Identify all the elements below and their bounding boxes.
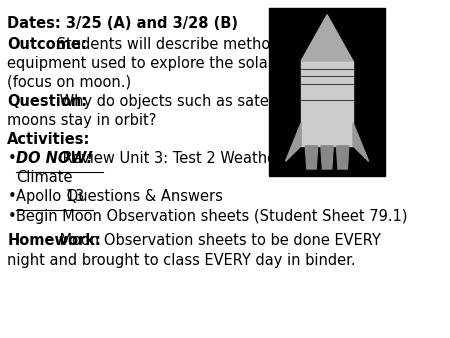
Bar: [301, 61, 353, 146]
Text: (focus on moon.): (focus on moon.): [7, 75, 131, 90]
Text: equipment used to explore the solar system: equipment used to explore the solar syst…: [7, 56, 332, 71]
Text: night and brought to class EVERY day in binder.: night and brought to class EVERY day in …: [7, 254, 356, 268]
Text: Begin Moon Observation sheets (Student Sheet 79.1): Begin Moon Observation sheets (Student S…: [16, 209, 408, 223]
Text: Questions & Answers: Questions & Answers: [63, 189, 223, 204]
Polygon shape: [337, 146, 349, 169]
Polygon shape: [301, 15, 353, 61]
Text: DO NOW!: DO NOW!: [16, 151, 93, 166]
Text: Outcome:: Outcome:: [7, 37, 87, 52]
Text: moons stay in orbit?: moons stay in orbit?: [7, 113, 157, 128]
Text: •: •: [7, 151, 16, 166]
Polygon shape: [353, 123, 369, 161]
Text: Climate: Climate: [16, 170, 73, 185]
Text: •: •: [7, 189, 16, 204]
Polygon shape: [305, 146, 318, 169]
Text: Students will describe methods and: Students will describe methods and: [52, 37, 320, 52]
Text: Homework:: Homework:: [7, 233, 101, 248]
Text: Moon Observation sheets to be done EVERY: Moon Observation sheets to be done EVERY: [55, 233, 381, 248]
Polygon shape: [321, 146, 333, 169]
Text: Review Unit 3: Test 2 Weather and: Review Unit 3: Test 2 Weather and: [58, 151, 314, 166]
Text: Dates: 3/25 (A) and 3/28 (B): Dates: 3/25 (A) and 3/28 (B): [7, 17, 238, 31]
Text: Apollo 13: Apollo 13: [16, 189, 85, 204]
Text: Why do objects such as satellites and: Why do objects such as satellites and: [55, 94, 336, 109]
Text: Question:: Question:: [7, 94, 87, 109]
Text: Activities:: Activities:: [7, 132, 90, 147]
Polygon shape: [286, 123, 301, 161]
Text: •: •: [7, 209, 16, 223]
Bar: [270, 8, 385, 176]
